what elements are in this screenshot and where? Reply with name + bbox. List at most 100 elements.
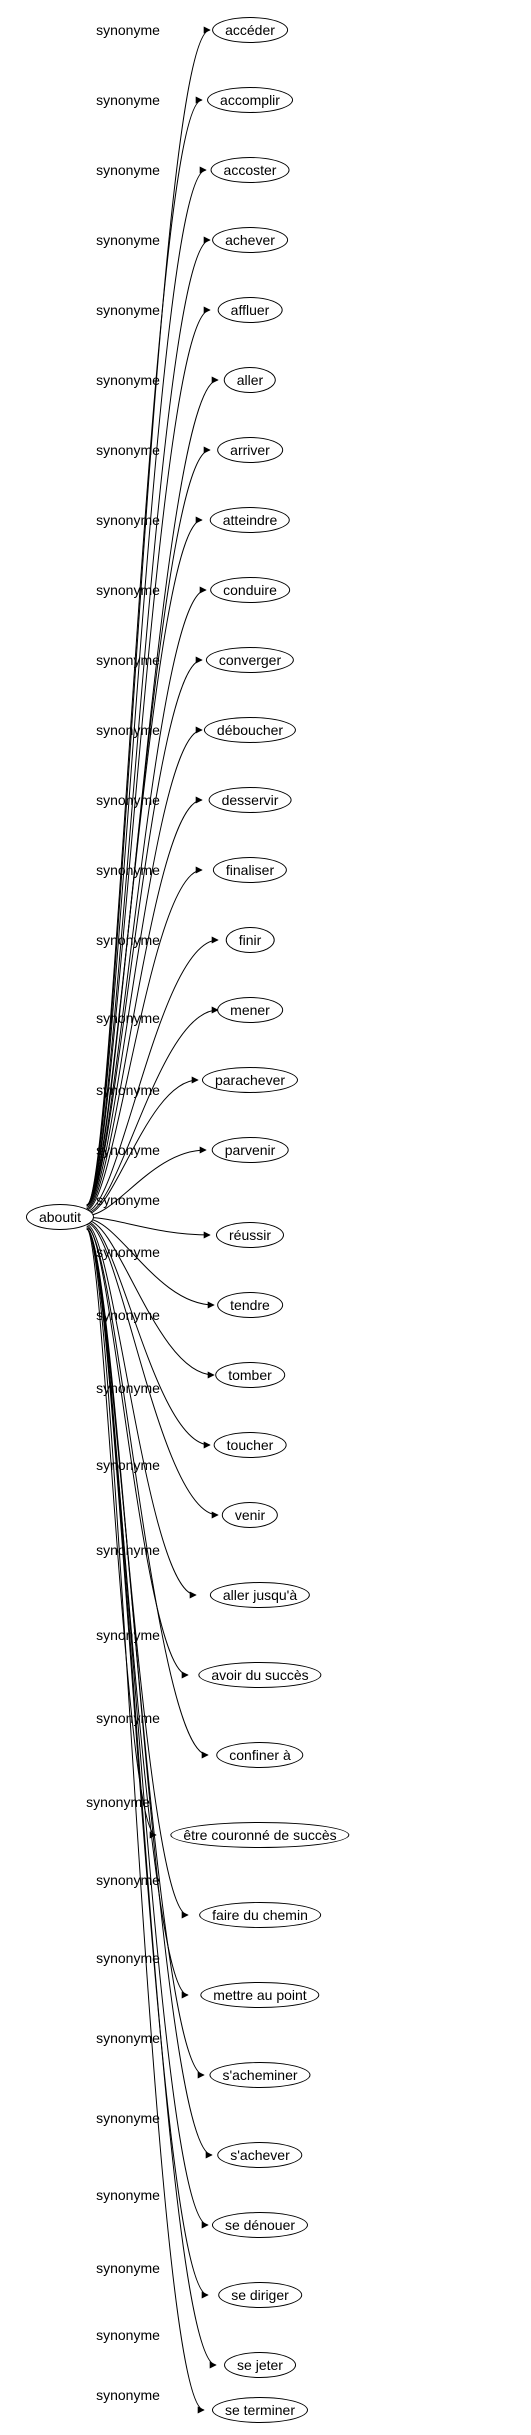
edge-label: synonyme <box>96 2327 160 2343</box>
target-node-label: atteindre <box>223 512 277 528</box>
edge-label: synonyme <box>96 1010 160 1026</box>
edge-label: synonyme <box>96 372 160 388</box>
target-node-label: aller <box>237 372 263 388</box>
target-node: déboucher <box>204 717 296 743</box>
target-node: se diriger <box>218 2282 302 2308</box>
target-node-label: finir <box>239 932 262 948</box>
edge-path <box>87 1217 210 1235</box>
target-node: tendre <box>217 1292 283 1318</box>
target-node-label: parachever <box>215 1072 285 1088</box>
edge-path <box>87 1225 196 1595</box>
edge-label: synonyme <box>96 722 160 738</box>
edge-label: synonyme <box>96 792 160 808</box>
edge-label: synonyme <box>96 512 160 528</box>
edge-label: synonyme <box>96 1192 160 1208</box>
target-node-label: tomber <box>228 1367 272 1383</box>
target-node-label: se jeter <box>237 2357 283 2373</box>
target-node-label: conduire <box>223 582 277 598</box>
edge-label: synonyme <box>96 1307 160 1323</box>
target-node: avoir du succès <box>198 1662 321 1688</box>
target-node: accomplir <box>207 87 293 113</box>
target-node-label: réussir <box>229 1227 271 1243</box>
edge-label: synonyme <box>96 1082 160 1098</box>
target-node: accoster <box>211 157 290 183</box>
target-node-label: mener <box>230 1002 270 1018</box>
root-node-label: aboutit <box>39 1209 81 1225</box>
target-node-label: accomplir <box>220 92 280 108</box>
target-node: toucher <box>214 1432 287 1458</box>
edge-label: synonyme <box>96 1457 160 1473</box>
target-node-label: achever <box>225 232 275 248</box>
target-node-label: s'acheminer <box>222 2067 297 2083</box>
target-node: arriver <box>217 437 283 463</box>
target-node-label: toucher <box>227 1437 274 1453</box>
target-node-label: se terminer <box>225 2402 295 2418</box>
edge-path <box>87 1010 218 1213</box>
edge-label: synonyme <box>96 652 160 668</box>
target-node: mettre au point <box>200 1982 319 2008</box>
edge-path <box>87 1229 204 2075</box>
target-node: desservir <box>209 787 292 813</box>
edge-label: synonyme <box>96 1872 160 1888</box>
target-node: aller <box>224 367 276 393</box>
target-node: venir <box>222 1502 278 1528</box>
target-node-label: tendre <box>230 1297 270 1313</box>
target-node: se jeter <box>224 2352 296 2378</box>
edge-label: synonyme <box>96 162 160 178</box>
edge-label: synonyme <box>96 1380 160 1396</box>
edge-label: synonyme <box>96 2187 160 2203</box>
edge-path <box>87 170 206 1205</box>
edge-label: synonyme <box>96 1244 160 1260</box>
target-node: affluer <box>218 297 283 323</box>
target-node: finir <box>226 927 275 953</box>
edge-label: synonyme <box>96 582 160 598</box>
edge-path <box>87 1229 212 2155</box>
target-node: mener <box>217 997 283 1023</box>
target-node-label: arriver <box>230 442 270 458</box>
edge-path <box>87 30 210 1205</box>
target-node-label: mettre au point <box>213 1987 306 2003</box>
target-node: parachever <box>202 1067 298 1093</box>
target-node-label: s'achever <box>230 2147 289 2163</box>
edge-path <box>87 870 202 1210</box>
edge-label: synonyme <box>96 1627 160 1643</box>
target-node: converger <box>206 647 294 673</box>
target-node: tomber <box>215 1362 285 1388</box>
edge-label: synonyme <box>96 932 160 948</box>
target-node-label: faire du chemin <box>212 1907 308 1923</box>
target-node-label: accéder <box>225 22 275 38</box>
edge-label: synonyme <box>96 2110 160 2126</box>
target-node-label: aller jusqu'à <box>223 1587 297 1603</box>
target-node-label: être couronné de succès <box>183 1827 336 1843</box>
edge-label: synonyme <box>96 1142 160 1158</box>
target-node-label: affluer <box>231 302 270 318</box>
target-node: parvenir <box>212 1137 289 1163</box>
target-node-label: se dénouer <box>225 2217 295 2233</box>
target-node: s'achever <box>217 2142 302 2168</box>
target-node: aller jusqu'à <box>210 1582 310 1608</box>
target-node: être couronné de succès <box>170 1822 349 1848</box>
target-node-label: confiner à <box>229 1747 290 1763</box>
edge-label: synonyme <box>96 302 160 318</box>
graph-canvas: aboutit accéder accomplir accoster achever a… <box>0 0 531 2435</box>
edge-label: synonyme <box>96 232 160 248</box>
target-node-label: se diriger <box>231 2287 289 2303</box>
edge-path <box>87 590 206 1205</box>
edge-path <box>87 940 218 1211</box>
edge-label: synonyme <box>86 1794 150 1810</box>
edge-label: synonyme <box>96 442 160 458</box>
target-node: s'acheminer <box>209 2062 310 2088</box>
target-node-label: venir <box>235 1507 265 1523</box>
edge-path <box>87 1229 204 2410</box>
edge-label: synonyme <box>96 2260 160 2276</box>
target-node: se dénouer <box>212 2212 308 2238</box>
target-node-label: accoster <box>224 162 277 178</box>
target-node-label: déboucher <box>217 722 283 738</box>
edge-path <box>87 1226 188 1675</box>
edge-label: synonyme <box>96 22 160 38</box>
edge-label: synonyme <box>96 2030 160 2046</box>
target-node: achever <box>212 227 288 253</box>
edge-label: synonyme <box>96 92 160 108</box>
target-node: réussir <box>216 1222 284 1248</box>
target-node-label: finaliser <box>226 862 274 878</box>
